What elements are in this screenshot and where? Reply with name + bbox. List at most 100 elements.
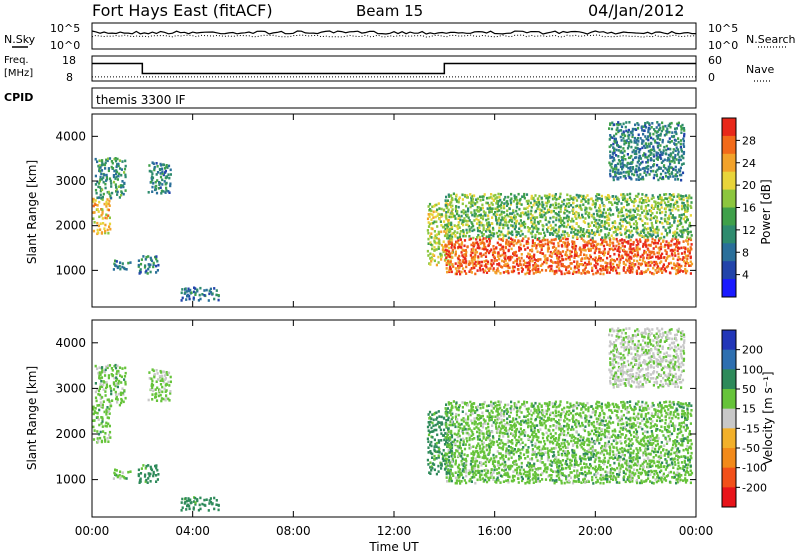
- power-cell: [583, 271, 586, 274]
- power-cell: [682, 202, 685, 205]
- velocity-cell: [663, 478, 666, 481]
- power-cell: [662, 177, 665, 181]
- power-cell: [166, 166, 169, 169]
- power-cell: [537, 200, 541, 204]
- velocity-cell: [592, 452, 595, 456]
- power-cell: [493, 248, 496, 251]
- power-cell: [513, 196, 516, 200]
- power-cell: [672, 148, 675, 151]
- power-cell: [484, 214, 487, 217]
- velocity-cell: [567, 479, 570, 483]
- power-cell: [538, 202, 541, 206]
- power-cell: [502, 226, 505, 230]
- velocity-cell: [441, 457, 444, 460]
- power-cell: [673, 248, 676, 252]
- power-cell: [528, 266, 531, 269]
- power-cell: [546, 201, 549, 205]
- power-cell: [97, 231, 100, 235]
- power-cell: [450, 205, 453, 209]
- velocity-cell: [430, 430, 433, 433]
- colorbar-cell: [722, 279, 736, 298]
- power-cell: [517, 271, 520, 275]
- power-cell: [679, 158, 682, 162]
- power-cell: [139, 262, 143, 266]
- power-cell: [660, 256, 663, 260]
- velocity-cell: [431, 413, 434, 416]
- power-cell: [617, 149, 620, 152]
- power-cell: [437, 255, 440, 259]
- power-cell: [529, 201, 532, 205]
- velocity-cell: [431, 462, 434, 465]
- power-cell: [573, 260, 576, 263]
- velocity-cell: [211, 502, 214, 505]
- velocity-cell: [589, 463, 592, 466]
- velocity-cell: [437, 410, 440, 413]
- velocity-cell: [485, 448, 488, 452]
- power-cell: [670, 160, 674, 163]
- velocity-cell: [437, 439, 440, 442]
- velocity-cell: [164, 377, 167, 380]
- velocity-cell: [444, 457, 447, 460]
- power-cell: [494, 211, 497, 214]
- power-cell: [655, 126, 658, 129]
- velocity-cell: [167, 380, 170, 384]
- power-cell: [484, 251, 487, 255]
- velocity-cell: [608, 456, 611, 460]
- velocity-cell: [123, 375, 127, 378]
- velocity-cell: [636, 448, 639, 452]
- power-cell: [638, 163, 641, 166]
- power-cell: [670, 248, 674, 252]
- power-cell: [539, 220, 542, 223]
- power-cell: [613, 134, 616, 138]
- velocity-cell: [434, 442, 437, 446]
- velocity-cell: [584, 470, 587, 474]
- power-cell: [682, 198, 685, 202]
- power-cell: [626, 153, 629, 156]
- velocity-cell: [603, 449, 606, 452]
- power-cell: [443, 245, 446, 248]
- power-cell: [451, 263, 454, 266]
- power-cell: [117, 162, 120, 166]
- velocity-cell: [601, 467, 605, 471]
- power-cell: [689, 260, 692, 264]
- velocity-cell: [114, 384, 117, 388]
- power-cell: [655, 173, 658, 177]
- power-cell: [579, 246, 582, 250]
- power-cell: [622, 198, 625, 201]
- velocity-cell: [657, 464, 660, 467]
- power-cell: [604, 261, 607, 264]
- velocity-cell: [472, 456, 475, 460]
- velocity-cell: [463, 447, 467, 451]
- power-cell: [678, 266, 681, 269]
- velocity-cell: [440, 439, 443, 442]
- power-cell: [443, 234, 447, 238]
- power-cell: [571, 217, 574, 221]
- power-cell: [488, 208, 491, 212]
- noise-search-line: [91, 34, 697, 38]
- velocity-cell: [443, 443, 447, 446]
- velocity-cell: [614, 476, 617, 479]
- power-cell: [521, 221, 524, 225]
- velocity-cell: [581, 466, 584, 469]
- power-cell: [534, 194, 537, 197]
- power-cell: [678, 196, 681, 200]
- power-cell: [561, 219, 564, 223]
- power-cell: [664, 210, 667, 214]
- power-cell: [504, 251, 507, 255]
- power-cell: [517, 239, 520, 242]
- velocity-cell: [575, 463, 578, 466]
- power-cell: [690, 196, 693, 200]
- velocity-cell: [637, 471, 640, 475]
- power-cell: [559, 216, 562, 220]
- power-cell: [485, 265, 488, 269]
- power-cell: [584, 243, 587, 247]
- power-cell: [530, 255, 533, 258]
- power-cell: [544, 257, 547, 261]
- velocity-cell: [628, 471, 631, 474]
- velocity-cell: [459, 472, 463, 475]
- power-cell: [443, 249, 446, 253]
- power-cell: [437, 202, 440, 205]
- power-cell: [467, 209, 470, 213]
- power-cell: [688, 251, 691, 255]
- velocity-cell: [605, 449, 608, 452]
